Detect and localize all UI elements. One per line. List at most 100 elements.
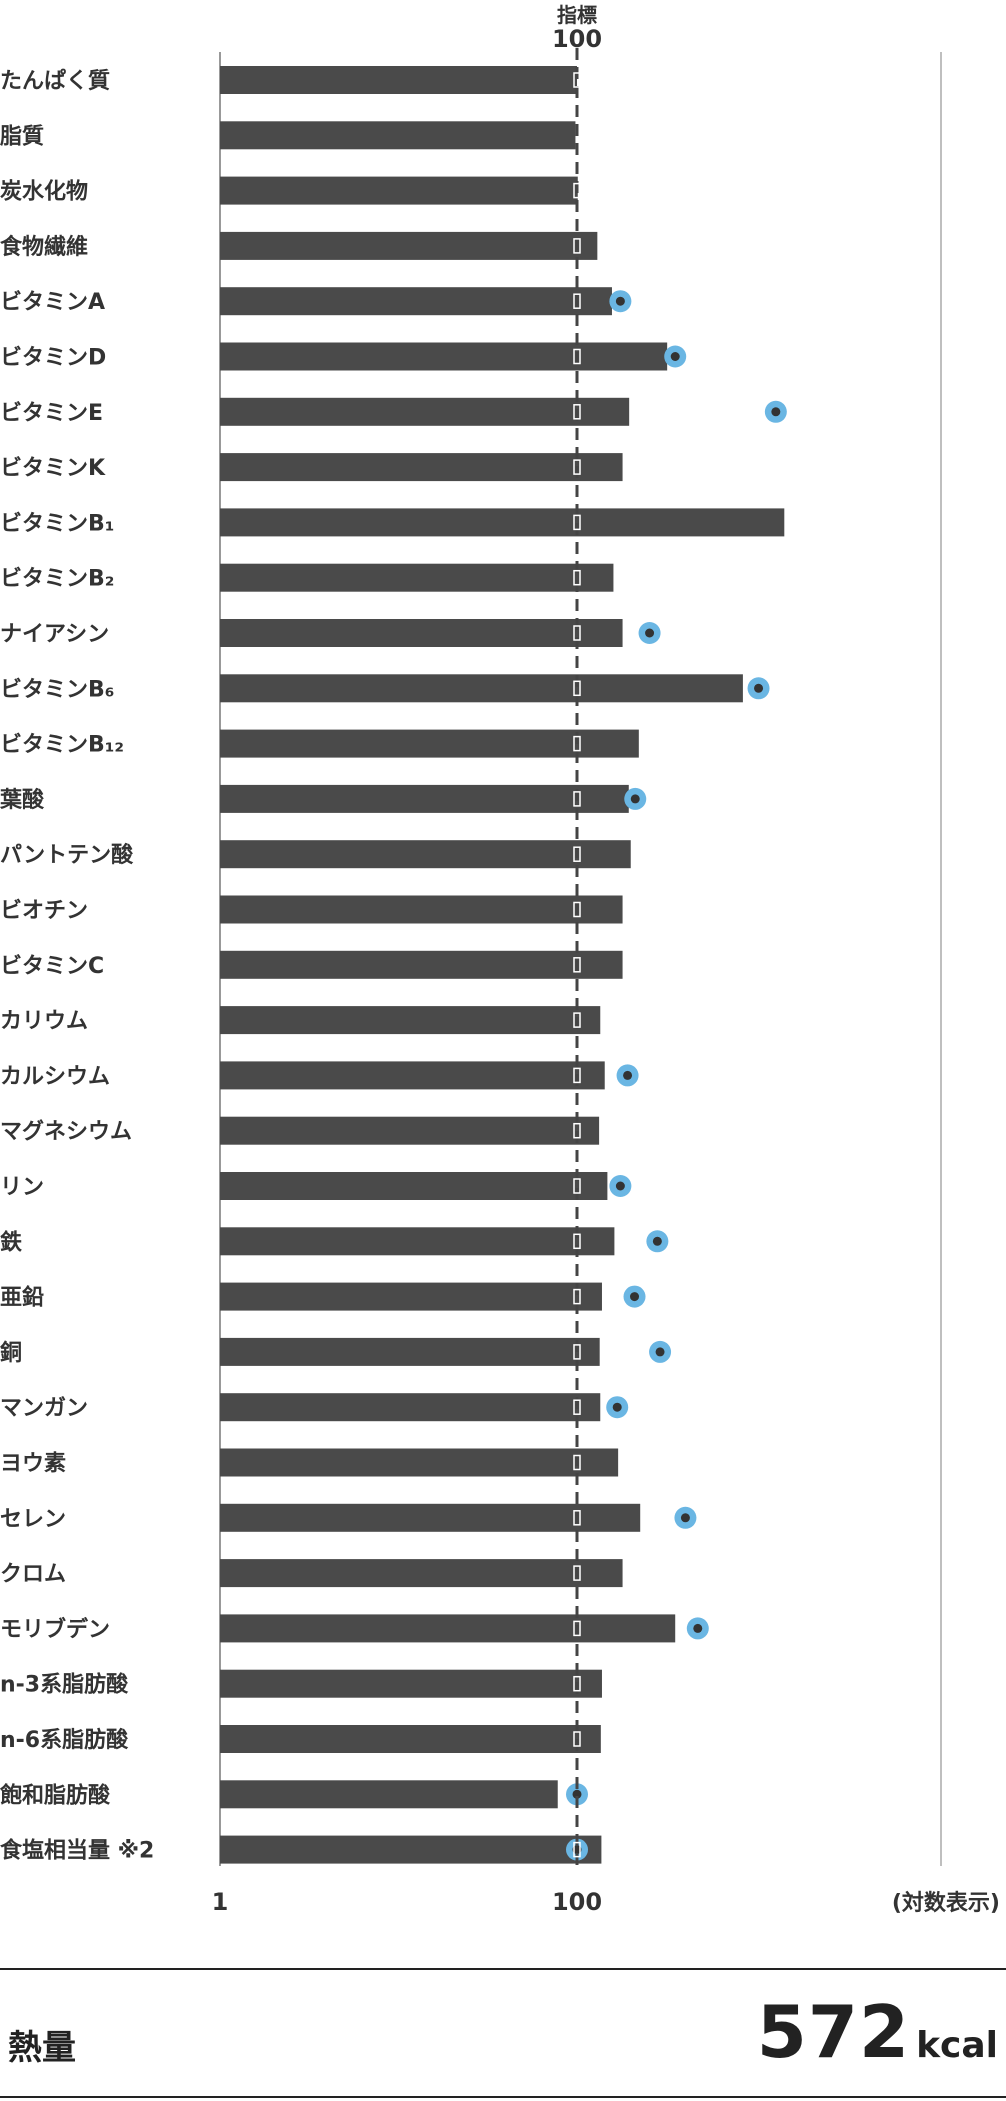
category-label: ヨウ素	[0, 1451, 66, 1477]
bar	[220, 397, 630, 426]
reference-notch	[573, 238, 581, 254]
category-label: カルシウム	[0, 1064, 110, 1089]
category-label: ビオチン	[0, 899, 88, 924]
category-label: 炭水化物	[0, 179, 88, 205]
reference-value: 100	[552, 25, 602, 53]
x-tick-label: 100	[552, 1888, 602, 1916]
reference-notch	[573, 1122, 581, 1139]
category-label: マンガン	[0, 1396, 88, 1421]
category-label: ビタミンB₂	[0, 567, 114, 592]
reference-notch	[573, 1288, 581, 1305]
marker-dot	[655, 1347, 665, 1357]
category-label: たんぱく質	[0, 68, 110, 94]
bar	[220, 453, 623, 482]
bar	[220, 1227, 615, 1256]
marker-dot	[645, 628, 655, 638]
category-label: n-3系脂肪酸	[0, 1672, 129, 1698]
bar	[220, 729, 639, 758]
category-label: 食塩相当量 ※2	[0, 1838, 154, 1864]
reference-notch	[573, 1675, 581, 1692]
bar	[220, 1337, 600, 1366]
bar	[220, 342, 668, 371]
marker-dot	[680, 1513, 690, 1523]
marker-dot	[615, 296, 625, 306]
reference-notch	[573, 1012, 581, 1028]
energy-label: 熱量	[8, 2028, 76, 2068]
bar	[220, 1061, 605, 1090]
reference-notch	[573, 293, 581, 309]
category-label: 鉄	[0, 1229, 22, 1255]
category-label: 食物繊維	[0, 234, 88, 260]
marker-dot	[693, 1623, 703, 1633]
reference-notch	[573, 680, 581, 697]
category-label: ビタミンB₆	[0, 677, 114, 702]
category-label: ビタミンB₁	[0, 511, 114, 536]
bar	[220, 1503, 641, 1532]
marker-dot	[771, 407, 781, 417]
bar	[220, 1835, 602, 1864]
reference-notch	[573, 1399, 581, 1415]
marker-dot	[630, 1292, 640, 1302]
bar	[220, 674, 743, 703]
category-label: ビタミンD	[0, 346, 106, 371]
energy-unit: kcal	[916, 2025, 998, 2066]
category-label: ナイアシン	[0, 622, 109, 647]
category-label: n-6系脂肪酸	[0, 1727, 129, 1753]
scale-note: (対数表示)	[892, 1890, 1000, 1916]
bar	[220, 1282, 602, 1311]
marker-dot	[623, 1070, 633, 1080]
category-label: 亜鉛	[0, 1285, 44, 1311]
bar	[220, 1006, 601, 1035]
reference-notch	[573, 735, 581, 752]
reference-notch	[573, 182, 581, 199]
reference-notch	[573, 1731, 581, 1747]
reference-notch	[573, 404, 581, 420]
category-label: ビタミンK	[0, 456, 106, 481]
marker-dot	[630, 794, 640, 804]
bar	[220, 1393, 601, 1422]
bar	[220, 1614, 676, 1643]
reference-notch	[573, 348, 581, 365]
x-tick-label: 1	[212, 1888, 229, 1916]
bar	[220, 1780, 558, 1809]
bar	[220, 1116, 600, 1145]
marker-dot	[615, 1181, 625, 1191]
marker-dot	[670, 352, 680, 361]
category-label: ビタミンE	[0, 401, 103, 426]
reference-notch	[573, 846, 581, 862]
reference-notch	[573, 569, 581, 586]
bar	[220, 1448, 619, 1477]
category-label: セレン	[0, 1507, 66, 1532]
bar	[220, 121, 576, 150]
energy-footer: 熱量 572 kcal	[0, 1968, 1006, 2098]
category-label: ビタミンB₁₂	[0, 733, 124, 758]
category-label: 葉酸	[0, 788, 45, 813]
reference-notch	[573, 1620, 581, 1637]
bar	[220, 1669, 602, 1698]
reference-notch	[573, 1454, 581, 1471]
marker-dot	[612, 1402, 622, 1412]
category-label: モリブデン	[0, 1616, 110, 1642]
category-label: マグネシウム	[0, 1119, 132, 1145]
category-label: パントテン酸	[0, 843, 134, 868]
reference-title: 指標	[557, 3, 597, 27]
bar	[220, 1725, 601, 1753]
reference-notch	[573, 459, 581, 475]
marker-dot	[754, 683, 764, 693]
bar	[220, 563, 614, 592]
reference-notch	[573, 625, 581, 641]
reference-notch	[573, 1565, 581, 1581]
category-label: ビタミンA	[0, 290, 105, 315]
bar	[220, 784, 629, 813]
bar	[220, 1172, 608, 1200]
bar	[220, 1559, 623, 1588]
bar	[220, 231, 598, 260]
energy-value: 572	[756, 1990, 911, 2074]
category-label: カリウム	[0, 1009, 88, 1034]
reference-notch	[573, 1067, 581, 1084]
reference-notch	[573, 901, 581, 918]
reference-notch	[573, 957, 581, 973]
category-label: 飽和脂肪酸	[0, 1782, 111, 1808]
reference-notch	[573, 1344, 581, 1360]
